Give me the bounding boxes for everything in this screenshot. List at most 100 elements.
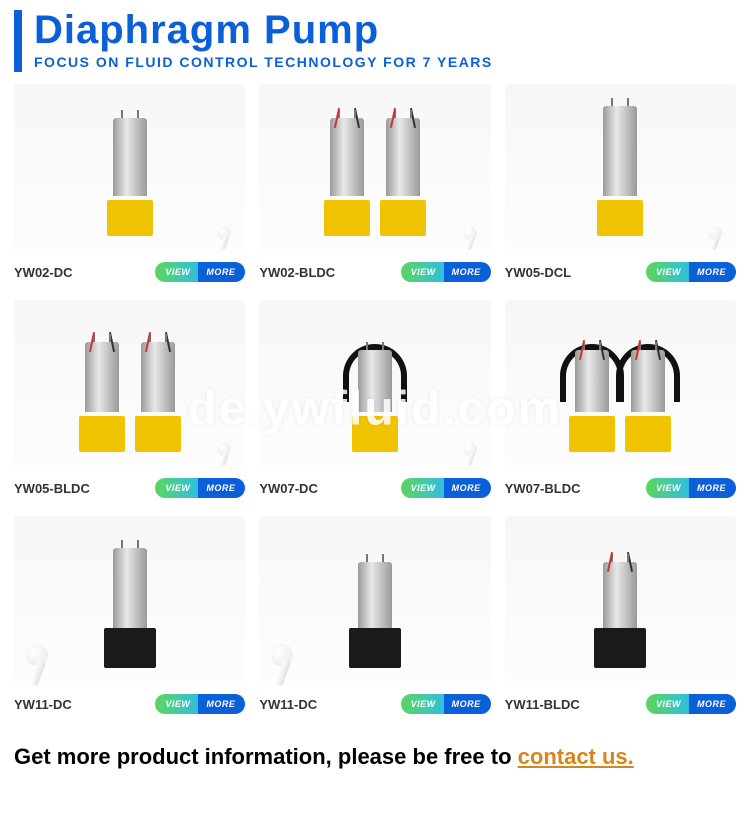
product-meta: YW02-BLDC VIEWMORE	[259, 262, 490, 282]
pump-base	[380, 200, 426, 236]
product-model-label: YW11-DC	[14, 697, 72, 712]
product-thumbnail[interactable]	[505, 516, 736, 686]
motor-icon	[575, 350, 609, 412]
pump-illustration	[595, 106, 645, 236]
product-meta: YW05-BLDC VIEWMORE	[14, 478, 245, 498]
view-more-button[interactable]: VIEWMORE	[401, 478, 491, 498]
view-more-button[interactable]: VIEWMORE	[401, 262, 491, 282]
product-card[interactable]: YW07-BLDC VIEWMORE	[505, 300, 736, 498]
view-more-button[interactable]: VIEWMORE	[646, 694, 736, 714]
view-more-right: MORE	[689, 478, 736, 498]
view-more-right: MORE	[444, 262, 491, 282]
product-meta: YW11-DC VIEWMORE	[259, 694, 490, 714]
motor-icon	[631, 350, 665, 412]
view-more-right: MORE	[198, 694, 245, 714]
view-more-button[interactable]: VIEWMORE	[646, 262, 736, 282]
product-model-label: YW07-BLDC	[505, 481, 581, 496]
product-card[interactable]: YW07-DC VIEWMORE	[259, 300, 490, 498]
view-more-left: VIEW	[401, 694, 444, 714]
product-meta: YW07-DC VIEWMORE	[259, 478, 490, 498]
product-grid: YW02-DCVIEWMOREYW02-BLDCVIEWMOREYW05-DCL…	[14, 84, 736, 714]
product-model-label: YW05-DCL	[505, 265, 571, 280]
page-subtitle: FOCUS ON FLUID CONTROL TECHNOLOGY FOR 7 …	[34, 54, 493, 70]
view-more-button[interactable]: VIEWMORE	[155, 262, 245, 282]
motor-icon	[386, 118, 420, 196]
motor-icon	[141, 342, 175, 412]
view-more-left: VIEW	[155, 262, 198, 282]
product-model-label: YW07-DC	[259, 481, 318, 496]
pump-base	[352, 416, 398, 452]
earbud-scale-icon	[463, 226, 477, 240]
product-model-label: YW02-DC	[14, 265, 73, 280]
view-more-left: VIEW	[401, 262, 444, 282]
product-meta: YW05-DCL VIEWMORE	[505, 262, 736, 282]
product-model-label: YW02-BLDC	[259, 265, 335, 280]
product-model-label: YW11-DC	[259, 697, 317, 712]
pump-base	[349, 628, 401, 668]
view-more-right: MORE	[444, 478, 491, 498]
motor-icon	[330, 118, 364, 196]
earbud-scale-icon	[463, 442, 477, 456]
product-card[interactable]: YW11-DC VIEWMORE	[14, 516, 245, 714]
motor-icon	[85, 342, 119, 412]
view-more-right: MORE	[689, 262, 736, 282]
product-thumbnail[interactable]	[14, 84, 245, 254]
product-meta: YW11-DC VIEWMORE	[14, 694, 245, 714]
product-thumbnail[interactable]	[259, 84, 490, 254]
product-meta: YW07-BLDC VIEWMORE	[505, 478, 736, 498]
view-more-button[interactable]: VIEWMORE	[155, 694, 245, 714]
pump-illustration	[595, 562, 645, 668]
product-thumbnail[interactable]	[505, 300, 736, 470]
page-title: Diaphragm Pump	[34, 10, 493, 50]
product-card[interactable]: YW02-BLDC VIEWMORE	[259, 84, 490, 282]
product-thumbnail[interactable]	[259, 300, 490, 470]
product-model-label: YW11-BLDC	[505, 697, 580, 712]
product-thumbnail[interactable]	[505, 84, 736, 254]
pump-base	[135, 416, 181, 452]
view-more-left: VIEW	[646, 478, 689, 498]
earbud-scale-icon	[708, 226, 722, 240]
product-thumbnail[interactable]	[259, 516, 490, 686]
footer-text: Get more product information, please be …	[14, 744, 518, 769]
view-more-left: VIEW	[155, 694, 198, 714]
header-text-block: Diaphragm Pump FOCUS ON FLUID CONTROL TE…	[34, 10, 493, 70]
motor-icon	[358, 562, 392, 628]
pump-base	[104, 628, 156, 668]
pump-illustration	[322, 118, 428, 236]
earbud-scale-icon	[26, 644, 48, 666]
pump-base	[107, 200, 153, 236]
pump-base	[597, 200, 643, 236]
motor-icon	[603, 106, 637, 196]
pump-illustration	[567, 350, 673, 452]
view-more-right: MORE	[444, 694, 491, 714]
pump-illustration	[350, 562, 400, 668]
view-more-button[interactable]: VIEWMORE	[401, 694, 491, 714]
pump-illustration	[105, 548, 155, 668]
pump-base	[79, 416, 125, 452]
motor-icon	[358, 350, 392, 412]
motor-icon	[113, 118, 147, 196]
product-thumbnail[interactable]	[14, 300, 245, 470]
view-more-left: VIEW	[155, 478, 198, 498]
product-card[interactable]: YW02-DC VIEWMORE	[14, 84, 245, 282]
pump-base	[625, 416, 671, 452]
contact-us-link[interactable]: contact us.	[518, 744, 634, 769]
product-card[interactable]: YW11-BLDC VIEWMORE	[505, 516, 736, 714]
earbud-scale-icon	[217, 442, 231, 456]
product-model-label: YW05-BLDC	[14, 481, 90, 496]
product-card[interactable]: YW05-DCL VIEWMORE	[505, 84, 736, 282]
pump-base	[324, 200, 370, 236]
view-more-button[interactable]: VIEWMORE	[646, 478, 736, 498]
pump-base	[594, 628, 646, 668]
footer-cta: Get more product information, please be …	[14, 744, 736, 770]
pump-illustration	[105, 118, 155, 236]
view-more-button[interactable]: VIEWMORE	[155, 478, 245, 498]
product-card[interactable]: YW11-DC VIEWMORE	[259, 516, 490, 714]
view-more-right: MORE	[198, 262, 245, 282]
earbud-scale-icon	[271, 644, 293, 666]
header-accent-bar	[14, 10, 22, 72]
view-more-right: MORE	[198, 478, 245, 498]
product-card[interactable]: YW05-BLDC VIEWMORE	[14, 300, 245, 498]
motor-icon	[113, 548, 147, 628]
product-thumbnail[interactable]	[14, 516, 245, 686]
